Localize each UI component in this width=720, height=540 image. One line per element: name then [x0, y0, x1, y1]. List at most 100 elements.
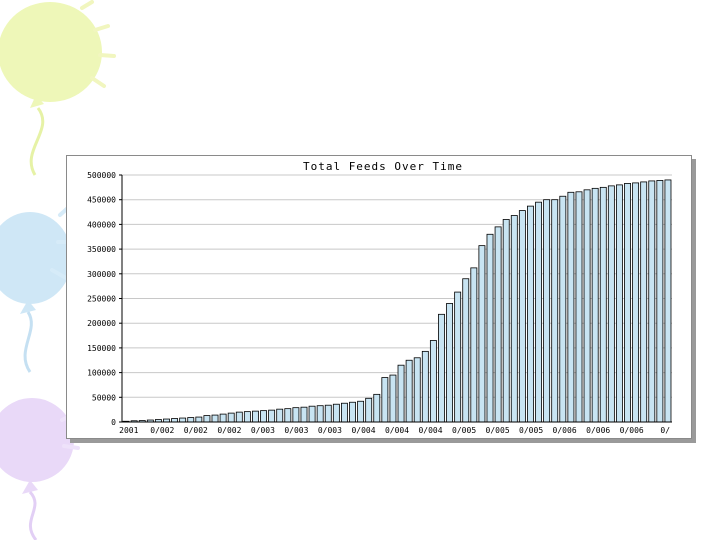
bar	[438, 313, 445, 423]
x-tick-label: 0/005	[519, 426, 543, 435]
chart-panel: Total Feeds Over Time 0 50000 100000 150000…	[66, 155, 692, 439]
bar	[243, 411, 251, 423]
bar	[300, 406, 308, 423]
bar	[551, 199, 559, 423]
x-tick-label: 0/004	[418, 426, 442, 435]
bar	[211, 414, 219, 423]
x-tick-label: 0/003	[318, 426, 342, 435]
x-tick-label: 0/006	[620, 426, 644, 435]
y-axis-tick-labels: 0 50000 100000 150000 200000 250000 300000 3500…	[87, 171, 116, 427]
x-tick-label: 0/005	[486, 426, 510, 435]
x-tick-label: 0/002	[184, 426, 208, 435]
x-tick-label: 0/004	[351, 426, 375, 435]
bar	[381, 377, 389, 423]
bar	[470, 267, 478, 423]
bars	[122, 179, 672, 423]
bar	[429, 340, 437, 423]
bar	[413, 357, 421, 423]
bar	[607, 185, 615, 423]
bar	[559, 195, 567, 423]
x-tick-label: 0/	[660, 426, 670, 435]
bar	[632, 182, 640, 423]
bar	[567, 191, 575, 423]
y-tick-label: 150000	[87, 344, 116, 353]
bar	[486, 233, 494, 423]
bar	[316, 405, 324, 423]
bar	[624, 182, 631, 423]
chart-title: Total Feeds Over Time	[303, 160, 463, 173]
bar	[276, 408, 284, 423]
y-tick-label: 400000	[87, 220, 116, 229]
x-tick-label: 0/005	[452, 426, 476, 435]
x-tick-label: 0/002	[217, 426, 241, 435]
bar	[252, 410, 259, 423]
bar	[648, 180, 656, 423]
balloon-yellow	[0, 0, 116, 176]
bar	[494, 226, 502, 423]
bar	[615, 184, 623, 423]
bar	[478, 245, 486, 423]
x-axis-tick-labels: 2001 0/002 0/002 0/002 0/003 0/003 0/003 0/004 0…	[119, 426, 670, 435]
bar	[171, 418, 179, 423]
bar	[640, 181, 648, 423]
x-tick-label: 0/003	[284, 426, 308, 435]
bar	[340, 402, 348, 423]
x-tick-label: 0/002	[150, 426, 174, 435]
bar	[203, 415, 211, 423]
bar	[664, 179, 672, 423]
bar	[510, 215, 518, 423]
bar	[389, 374, 397, 423]
bar	[397, 364, 405, 423]
y-tick-label: 200000	[87, 319, 116, 328]
bar	[284, 408, 292, 423]
y-tick-label: 100000	[87, 369, 116, 378]
x-tick-label: 0/006	[553, 426, 577, 435]
bar	[292, 407, 300, 423]
x-tick-label: 0/004	[385, 426, 409, 435]
bar	[543, 199, 551, 423]
bar	[235, 411, 243, 423]
y-tick-label: 50000	[92, 393, 116, 402]
y-tick-label: 250000	[87, 295, 116, 304]
bar	[373, 393, 381, 423]
bar	[357, 400, 365, 423]
bar	[454, 291, 462, 423]
bar	[349, 401, 356, 423]
bar	[195, 416, 203, 423]
bar	[518, 210, 526, 423]
bar	[421, 350, 429, 423]
bar	[324, 404, 332, 423]
bar	[446, 303, 454, 423]
y-tick-label: 500000	[87, 171, 116, 180]
bar	[599, 186, 607, 423]
bar	[591, 187, 599, 423]
y-tick-label: 350000	[87, 245, 116, 254]
bar	[268, 409, 276, 423]
bar	[227, 412, 235, 423]
x-tick-label: 0/006	[586, 426, 610, 435]
bar	[462, 278, 470, 423]
bar	[260, 410, 267, 423]
bar-chart: Total Feeds Over Time 0 50000 100000 150000…	[87, 160, 672, 435]
bar	[502, 219, 510, 423]
bar	[179, 417, 187, 423]
axes	[121, 175, 672, 423]
bar	[535, 201, 542, 423]
bar	[219, 413, 227, 423]
bar	[575, 191, 583, 423]
bar	[332, 403, 340, 423]
y-tick-label: 300000	[87, 270, 116, 279]
balloon-purple	[0, 398, 80, 540]
bar	[583, 189, 591, 423]
y-tick-label: 0	[111, 418, 116, 427]
bar	[405, 359, 413, 423]
bar	[656, 180, 664, 423]
balloon-blue	[0, 204, 74, 373]
bar	[365, 397, 373, 423]
bar	[527, 205, 534, 423]
x-tick-label: 2001	[119, 426, 138, 435]
bar	[308, 405, 316, 423]
y-tick-label: 450000	[87, 196, 116, 205]
bar	[187, 417, 195, 423]
